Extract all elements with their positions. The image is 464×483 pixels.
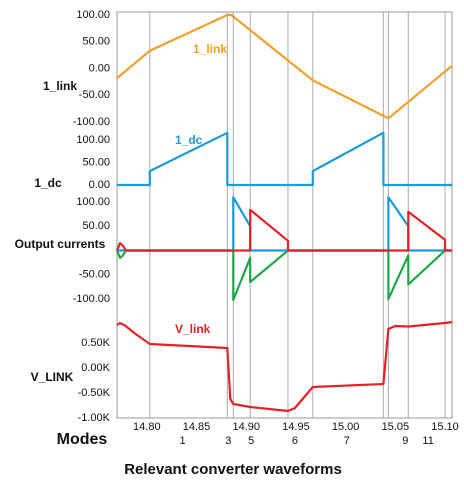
mode-label: 1 <box>180 435 186 447</box>
x-tick-label: 14.80 <box>133 421 161 433</box>
plot-frame <box>116 11 453 419</box>
y-axis-label: V_LINK <box>31 370 74 384</box>
y-tick-label: -50.00 <box>79 269 110 281</box>
y-tick-label: 50.00 <box>82 156 110 168</box>
x-tick-label: 14.90 <box>232 421 260 433</box>
y-tick-label: -50.00 <box>79 89 110 101</box>
y-tick-label: 0.50K <box>81 337 110 349</box>
mode-label: 9 <box>402 435 408 447</box>
series-label: 1_link <box>193 42 227 56</box>
chart-title: Relevant converter waveforms <box>124 461 342 478</box>
mode-label: 5 <box>248 435 254 447</box>
series-line <box>115 208 452 252</box>
y-tick-label: 0.00K <box>81 362 110 374</box>
y-tick-label: 100.00 <box>76 196 110 208</box>
y-tick-label: 50.00 <box>82 36 110 48</box>
x-tick-label: 14.95 <box>282 421 310 433</box>
mode-label: 7 <box>344 435 350 447</box>
series-label: 1_dc <box>175 133 203 147</box>
y-axis-label: Output currents <box>15 237 106 251</box>
x-tick-label: 14.85 <box>183 421 211 433</box>
y-tick-label: -100.00 <box>73 116 110 128</box>
series-line <box>115 249 452 302</box>
y-tick-label: -1.00K <box>78 412 111 424</box>
mode-label: 3 <box>225 435 231 447</box>
y-axis-label: 1_link <box>43 79 77 93</box>
mode-label: 11 <box>422 435 433 447</box>
x-tick-label: 15.00 <box>332 421 360 433</box>
y-tick-label: -0.50K <box>78 387 111 399</box>
series-line <box>116 320 453 413</box>
series-line <box>117 131 452 187</box>
series-label: V_link <box>175 322 211 336</box>
y-tick-label: 100.00 <box>76 9 110 21</box>
series-line <box>116 13 453 120</box>
y-tick-label: 0.00 <box>89 179 110 191</box>
series-line <box>117 196 452 252</box>
y-axis-label: 1_dc <box>34 176 62 190</box>
mode-label: 6 <box>292 435 298 447</box>
y-tick-label: 100.00 <box>76 134 110 146</box>
y-tick-label: 0.00 <box>89 62 110 74</box>
x2-axis-label: Modes <box>57 431 108 448</box>
y-tick-label: 50.00 <box>82 220 110 232</box>
x-tick-label: 15.10 <box>431 421 459 433</box>
x-tick-label: 15.05 <box>382 421 410 433</box>
y-tick-label: -100.00 <box>73 293 110 305</box>
